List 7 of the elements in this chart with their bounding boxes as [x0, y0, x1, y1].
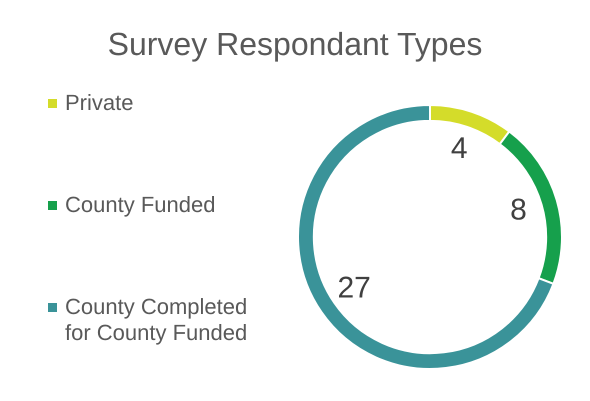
chart-title: Survey Respondant Types — [106, 26, 484, 63]
data-label: 8 — [510, 194, 527, 227]
legend-label: Private — [65, 90, 134, 116]
legend-label: County Completed for County Funded — [65, 294, 248, 346]
legend-label: County Funded — [65, 192, 216, 218]
data-label: 27 — [337, 272, 371, 305]
data-label: 4 — [450, 132, 468, 165]
